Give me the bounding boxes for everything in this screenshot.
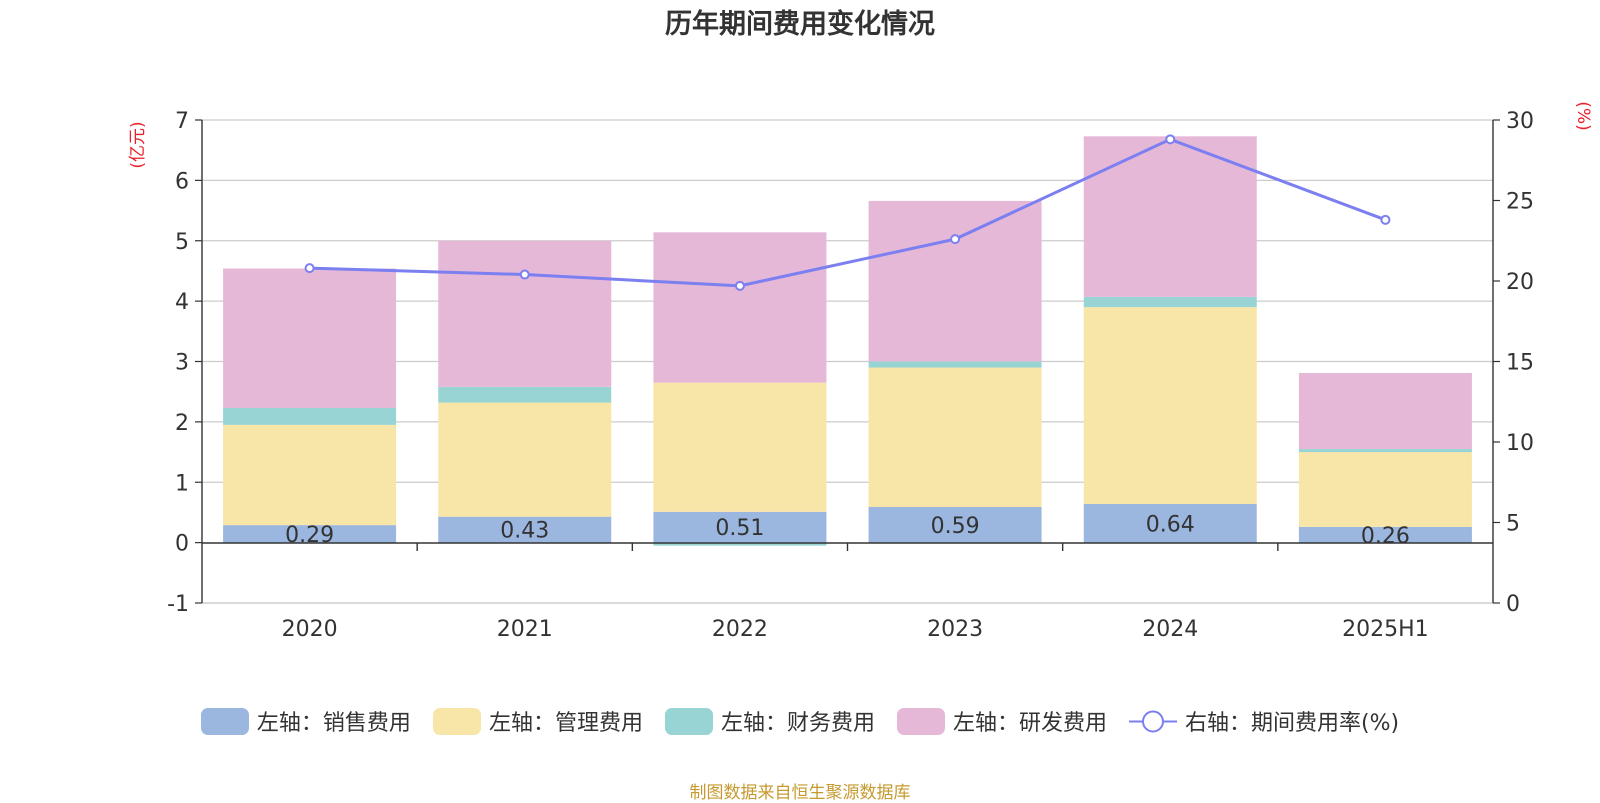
bar-segment — [438, 240, 612, 387]
chart-title: 历年期间费用变化情况 — [665, 8, 935, 40]
x-tick-label: 2020 — [282, 617, 338, 642]
bar-data-label: 0.43 — [500, 519, 549, 544]
axis-layer: -1 0 1 2 3 4 5 6 7 0 5 10 15 20 25 30 2020 2021 2022 2023 20… — [167, 109, 1534, 642]
legend-item-expense-rate[interactable]: 右轴：期间费用率(%) — [1128, 705, 1400, 737]
bar-segment — [1298, 526, 1472, 543]
bar-segment — [223, 268, 397, 408]
left-tick-label: 2 — [175, 411, 189, 436]
bar-segment — [868, 367, 1042, 508]
bar-segment — [1298, 372, 1472, 450]
legend-label-rd: 左轴：研发费用 — [952, 711, 1107, 736]
left-tick-label: 6 — [175, 169, 189, 194]
right-tick-label: 15 — [1506, 351, 1534, 376]
expense-rate-point — [950, 234, 961, 245]
left-tick-label: 1 — [175, 471, 189, 496]
legend-label-expense-rate: 右轴：期间费用率(%) — [1184, 711, 1400, 736]
left-tick-label: -1 — [167, 592, 189, 617]
right-tick-label: 5 — [1506, 512, 1520, 537]
bar-segment — [1083, 296, 1257, 308]
bar-data-label: 0.64 — [1146, 512, 1195, 537]
legend-swatch-rd — [896, 707, 945, 735]
bar-segment — [438, 516, 612, 543]
left-tick-label: 5 — [175, 230, 189, 255]
bar-segment — [1083, 307, 1257, 504]
expense-rate-line — [309, 137, 1386, 288]
legend-swatch-admin — [432, 707, 481, 735]
bar-data-label: 0.29 — [285, 523, 334, 548]
bar-segment — [1298, 452, 1472, 527]
bar-segment — [868, 361, 1042, 368]
expense-rate-point — [734, 280, 745, 291]
x-tick-label: 2023 — [927, 617, 983, 642]
bar-segment — [223, 525, 397, 543]
expense-rate-point — [304, 263, 315, 274]
bar-data-label: 0.51 — [715, 516, 764, 541]
bar-segment — [1298, 449, 1472, 453]
x-tick-label: 2025H1 — [1342, 617, 1429, 642]
x-tick-label: 2021 — [497, 617, 553, 642]
bar-segment — [653, 232, 827, 383]
bar-data-label: 0.59 — [931, 514, 980, 539]
x-tick-label: 2024 — [1142, 617, 1198, 642]
legend-item-rd[interactable]: 左轴：研发费用 — [896, 705, 1107, 737]
bar-segment — [653, 542, 827, 546]
bar-segment — [438, 402, 612, 517]
right-tick-label: 30 — [1506, 109, 1534, 134]
bar-data-label: 0.26 — [1361, 524, 1410, 549]
bar-segment — [653, 511, 827, 543]
right-tick-label: 10 — [1506, 431, 1534, 456]
left-tick-label: 0 — [175, 532, 189, 557]
expense-rate-point — [1380, 214, 1391, 225]
legend-swatch-sales — [200, 707, 249, 735]
legend-label-finance: 左轴：财务费用 — [720, 711, 875, 736]
right-tick-label: 0 — [1506, 592, 1520, 617]
left-tick-label: 7 — [175, 109, 189, 134]
bar-segment — [868, 200, 1042, 362]
bar-segment — [223, 407, 397, 425]
expense-rate-point — [519, 269, 530, 280]
legend-swatch-finance — [664, 707, 713, 735]
right-tick-label: 20 — [1506, 270, 1534, 295]
left-tick-label: 4 — [175, 290, 189, 315]
grid-layer — [202, 119, 1493, 604]
bar-segment — [1083, 503, 1257, 543]
bar-segment — [868, 507, 1042, 543]
bar-layer — [223, 136, 1472, 546]
left-axis-unit: (亿元) — [128, 121, 148, 168]
label-layer: 0.29 0.43 0.51 0.59 0.64 0.26 — [285, 512, 1410, 548]
right-axis-unit: (%) — [1573, 101, 1593, 130]
chart-legend: 左轴：销售费用 左轴：管理费用 左轴：财务费用 左轴：研发费用 右轴：期间费用率… — [0, 706, 1600, 736]
bar-segment — [223, 424, 397, 526]
line-layer — [304, 134, 1391, 291]
x-tick-label: 2022 — [712, 617, 768, 642]
bar-segment — [653, 382, 827, 512]
legend-item-admin[interactable]: 左轴：管理费用 — [432, 705, 643, 737]
legend-label-sales: 左轴：销售费用 — [256, 711, 411, 736]
expense-rate-point — [1165, 134, 1176, 145]
right-tick-label: 25 — [1506, 190, 1534, 215]
bar-segment — [438, 386, 612, 403]
legend-item-finance[interactable]: 左轴：财务费用 — [664, 705, 875, 737]
legend-label-admin: 左轴：管理费用 — [488, 711, 643, 736]
left-tick-label: 3 — [175, 351, 189, 376]
bar-segment — [1083, 136, 1257, 297]
legend-line-circle-icon — [1128, 710, 1177, 732]
source-footer: 制图数据来自恒生聚源数据库 — [689, 783, 911, 803]
legend-item-sales[interactable]: 左轴：销售费用 — [200, 705, 411, 737]
